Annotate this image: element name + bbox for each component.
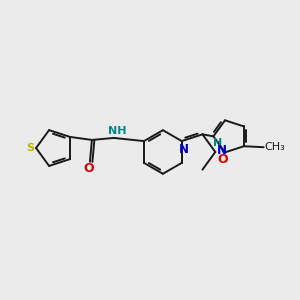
Text: CH₃: CH₃ xyxy=(264,142,285,152)
Text: S: S xyxy=(26,143,34,153)
Text: N: N xyxy=(217,143,227,157)
Text: NH: NH xyxy=(108,126,127,136)
Text: O: O xyxy=(218,153,228,166)
Text: O: O xyxy=(84,162,94,175)
Text: H: H xyxy=(213,138,222,148)
Text: N: N xyxy=(179,142,189,155)
